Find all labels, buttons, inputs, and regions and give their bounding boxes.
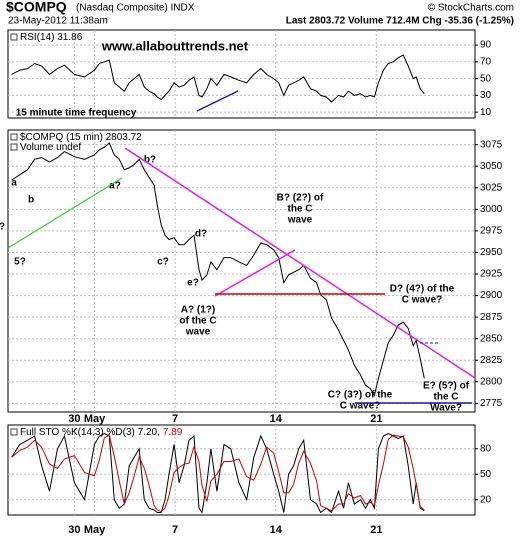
x-tick-label: 30 [68,524,80,536]
y-tick-label: 10 [480,107,492,118]
x-tick-label: May [84,524,106,536]
legend-text: 7.89 [163,427,183,438]
y-tick-label: 3050 [480,161,503,172]
annotation: ? [0,222,5,233]
y-tick-label: 30 [480,90,492,101]
series-line [11,54,425,103]
drawings [7,90,476,404]
series-line [11,434,425,513]
annotation: C wave? [402,295,443,306]
x-tick-label: 21 [370,413,382,425]
annotation: www.allabouttrends.net [101,38,249,53]
annotation: d? [195,229,207,240]
y-tick-label: 2800 [480,376,503,387]
series-line [11,142,425,397]
annotation: D? (4?) of the [390,284,455,295]
annotation: of the C [179,316,216,327]
legend-icon [10,33,18,41]
annotation: b? [144,155,156,166]
annotation: wave [185,327,211,338]
x-tick-label: 30 [68,413,80,425]
y-tick-label: 2825 [480,355,503,366]
panel-frame [7,424,476,516]
annotation: b [28,195,34,206]
annotation: E? (5?) of [423,381,470,392]
y-tick-label: 3025 [480,182,503,193]
y-tick-label: 2925 [480,269,503,280]
legend-icon [10,133,18,141]
legend-icon [10,143,18,151]
legend-entry: Full STO %K(14,3) %D(3) 7.20, 7.89 [20,427,183,438]
y-tick-label: 90 [480,40,492,51]
annotation: e? [187,278,199,289]
wave-trendline [214,249,296,297]
legend-text: RSI(14) 31.86 [20,32,83,43]
resistance-trendline [124,147,476,379]
annotation: A? (1?) [181,305,215,316]
y-tick-label: 50 [480,469,492,480]
quote: Last 2803.72 Volume 712.4M Chg -35.36 (-… [286,16,514,27]
legend-icon [10,428,18,436]
x-tick-label: May [84,413,106,425]
legend-text: $COMPQ (15 min) 2803.72 [20,132,142,143]
y-tick-label: 3000 [480,204,503,215]
legend-entry: Volume undef [20,142,81,153]
annotation: Wave? [430,403,462,414]
legend-entry: RSI(14) 31.86 [20,32,83,43]
legend-text: Volume undef [20,142,81,153]
panel-frame [7,129,476,413]
annotation: C wave? [340,401,381,412]
annotation: B? (2?) of [277,193,324,204]
annotation: 5? [14,257,26,268]
x-tick-label: 14 [270,524,283,536]
rsi-trendline [196,90,239,112]
y-tick-label: 2900 [480,290,503,301]
y-tick-label: 2975 [480,226,503,237]
legend-text: Full STO %K(14,3) %D(3) 7.20, [20,427,160,438]
y-tick-label: 2850 [480,333,503,344]
annotation: c? [157,257,169,268]
x-tick-label: 7 [172,413,178,425]
x-tick-label: 14 [270,413,283,425]
support-trendline [7,177,123,249]
annotation: C? (3?) of the [328,390,393,401]
copyright: © StockCharts.com [428,3,514,14]
x-tick-label: 7 [172,524,178,536]
y-tick-label: 20 [480,494,492,505]
panels: 90 70 50 30 10 RSI(14) 31.86 www.allabouttrend… [0,29,503,536]
y-tick-label: 70 [480,56,492,67]
y-tick-label: 50 [480,73,492,84]
y-tick-label: 2875 [480,312,503,323]
y-tick-label: 2775 [480,398,503,409]
x-tick-label: 21 [370,524,382,536]
datetime: 23-May-2012 11:38am [8,16,108,27]
annotation: a [11,178,17,189]
y-tick-label: 3075 [480,139,503,150]
y-tick-label: 80 [480,443,492,454]
annotation: a? [109,181,121,192]
y-tick-label: 2950 [480,247,503,258]
symbol: $COMPQ [6,0,67,15]
symbol-name: (Nasdaq Composite) INDX [76,3,195,14]
annotation: the C [288,204,313,215]
legend-entry: $COMPQ (15 min) 2803.72 [20,132,142,143]
annotation: the C [434,392,459,403]
annotation: 15 minute time frequency [16,108,137,119]
annotation: wave [287,215,313,226]
